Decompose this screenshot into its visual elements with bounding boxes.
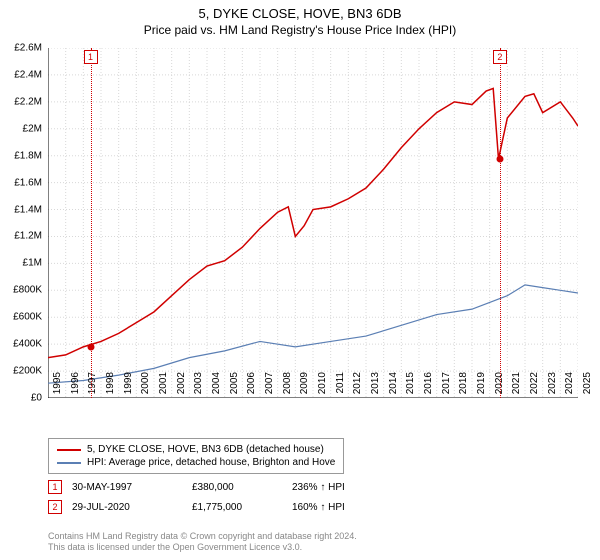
transaction-marker-icon: 2 [48, 500, 62, 514]
x-axis-label: 2025 [582, 372, 593, 402]
x-axis-label: 2013 [370, 372, 381, 402]
y-axis-label: £2.2M [2, 96, 42, 107]
chart-svg [48, 48, 578, 398]
y-axis-label: £0 [2, 393, 42, 404]
footer-line: Contains HM Land Registry data © Crown c… [48, 531, 357, 543]
transaction-row: 1 30-MAY-1997 £380,000 236% ↑ HPI [48, 480, 402, 494]
marker-dot [496, 156, 503, 163]
x-axis-label: 1996 [70, 372, 81, 402]
x-axis-label: 2003 [193, 372, 204, 402]
legend-item: HPI: Average price, detached house, Brig… [57, 456, 335, 469]
x-axis-label: 1998 [105, 372, 116, 402]
x-axis-label: 2007 [264, 372, 275, 402]
x-axis-label: 2019 [476, 372, 487, 402]
y-axis-label: £800K [2, 285, 42, 296]
page-subtitle: Price paid vs. HM Land Registry's House … [0, 21, 600, 37]
x-axis-label: 2023 [547, 372, 558, 402]
transaction-pct: 160% ↑ HPI [292, 502, 402, 513]
x-axis-label: 2008 [282, 372, 293, 402]
x-axis-label: 2017 [441, 372, 452, 402]
x-axis-label: 2021 [511, 372, 522, 402]
y-axis-label: £1.6M [2, 177, 42, 188]
x-axis-label: 2001 [158, 372, 169, 402]
y-axis-label: £2.4M [2, 69, 42, 80]
y-axis-label: £1M [2, 258, 42, 269]
x-axis-label: 2015 [405, 372, 416, 402]
x-axis-label: 2005 [229, 372, 240, 402]
x-axis-label: 2004 [211, 372, 222, 402]
y-axis-label: £600K [2, 312, 42, 323]
y-axis-label: £2.6M [2, 43, 42, 54]
transaction-date: 29-JUL-2020 [72, 502, 182, 513]
legend-item: 5, DYKE CLOSE, HOVE, BN3 6DB (detached h… [57, 443, 335, 456]
x-axis-label: 2011 [335, 372, 346, 402]
page-title: 5, DYKE CLOSE, HOVE, BN3 6DB [0, 0, 600, 21]
x-axis-label: 2012 [352, 372, 363, 402]
x-axis-label: 2018 [458, 372, 469, 402]
marker-guideline [500, 48, 501, 398]
marker-label: 1 [84, 50, 98, 64]
y-axis-label: £1.4M [2, 204, 42, 215]
y-axis-label: £1.8M [2, 150, 42, 161]
y-axis-label: £400K [2, 339, 42, 350]
x-axis-label: 2000 [140, 372, 151, 402]
x-axis-label: 1999 [123, 372, 134, 402]
transaction-price: £1,775,000 [192, 502, 282, 513]
legend-swatch [57, 449, 81, 451]
x-axis-label: 2009 [299, 372, 310, 402]
marker-label: 2 [493, 50, 507, 64]
transaction-date: 30-MAY-1997 [72, 482, 182, 493]
x-axis-label: 2002 [176, 372, 187, 402]
legend-label: 5, DYKE CLOSE, HOVE, BN3 6DB (detached h… [87, 444, 324, 455]
transaction-row: 2 29-JUL-2020 £1,775,000 160% ↑ HPI [48, 500, 402, 514]
x-axis-label: 2006 [246, 372, 257, 402]
x-axis-label: 1997 [87, 372, 98, 402]
y-axis-label: £1.2M [2, 231, 42, 242]
x-axis-label: 2022 [529, 372, 540, 402]
legend-swatch [57, 462, 81, 464]
x-axis-label: 2014 [388, 372, 399, 402]
footer-line: This data is licensed under the Open Gov… [48, 542, 357, 554]
transaction-price: £380,000 [192, 482, 282, 493]
y-axis-label: £200K [2, 366, 42, 377]
legend-label: HPI: Average price, detached house, Brig… [87, 457, 335, 468]
transaction-pct: 236% ↑ HPI [292, 482, 402, 493]
footer: Contains HM Land Registry data © Crown c… [48, 531, 357, 554]
x-axis-label: 1995 [52, 372, 63, 402]
transaction-marker-icon: 1 [48, 480, 62, 494]
y-axis-label: £2M [2, 123, 42, 134]
x-axis-label: 2024 [564, 372, 575, 402]
x-axis-label: 2010 [317, 372, 328, 402]
marker-dot [87, 343, 94, 350]
chart: £0£200K£400K£600K£800K£1M£1.2M£1.4M£1.6M… [48, 48, 578, 398]
x-axis-label: 2016 [423, 372, 434, 402]
legend: 5, DYKE CLOSE, HOVE, BN3 6DB (detached h… [48, 438, 344, 474]
